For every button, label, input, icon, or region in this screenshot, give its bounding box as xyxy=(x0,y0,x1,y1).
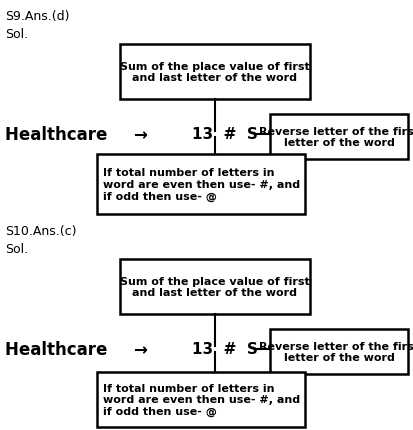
Text: →: → xyxy=(133,126,147,144)
Bar xyxy=(269,329,407,374)
Text: If total number of letters in
word are even then use- #, and
if odd then use- @: If total number of letters in word are e… xyxy=(103,383,299,416)
Text: Sol.: Sol. xyxy=(5,28,28,41)
Text: Reverse letter of the first
letter of the word: Reverse letter of the first letter of th… xyxy=(259,341,413,362)
Text: Sum of the place value of first
and last letter of the word: Sum of the place value of first and last… xyxy=(120,61,309,83)
Bar xyxy=(120,45,309,100)
Bar xyxy=(97,155,304,215)
Bar xyxy=(120,259,309,314)
Text: S10.Ans.(c): S10.Ans.(c) xyxy=(5,224,76,237)
Text: →: → xyxy=(133,340,147,358)
Text: Sum of the place value of first
and last letter of the word: Sum of the place value of first and last… xyxy=(120,276,309,298)
Text: Reverse letter of the first
letter of the word: Reverse letter of the first letter of th… xyxy=(259,126,413,148)
Text: Sol.: Sol. xyxy=(5,243,28,255)
Text: 13  #  S: 13 # S xyxy=(192,342,257,356)
Text: Healthcare: Healthcare xyxy=(5,126,113,144)
Text: S9.Ans.(d): S9.Ans.(d) xyxy=(5,10,69,23)
Text: 13  #  S: 13 # S xyxy=(192,127,257,142)
Text: If total number of letters in
word are even then use- #, and
if odd then use- @: If total number of letters in word are e… xyxy=(103,168,299,201)
Bar xyxy=(269,115,407,160)
Bar xyxy=(97,372,304,427)
Text: Healthcare: Healthcare xyxy=(5,340,113,358)
